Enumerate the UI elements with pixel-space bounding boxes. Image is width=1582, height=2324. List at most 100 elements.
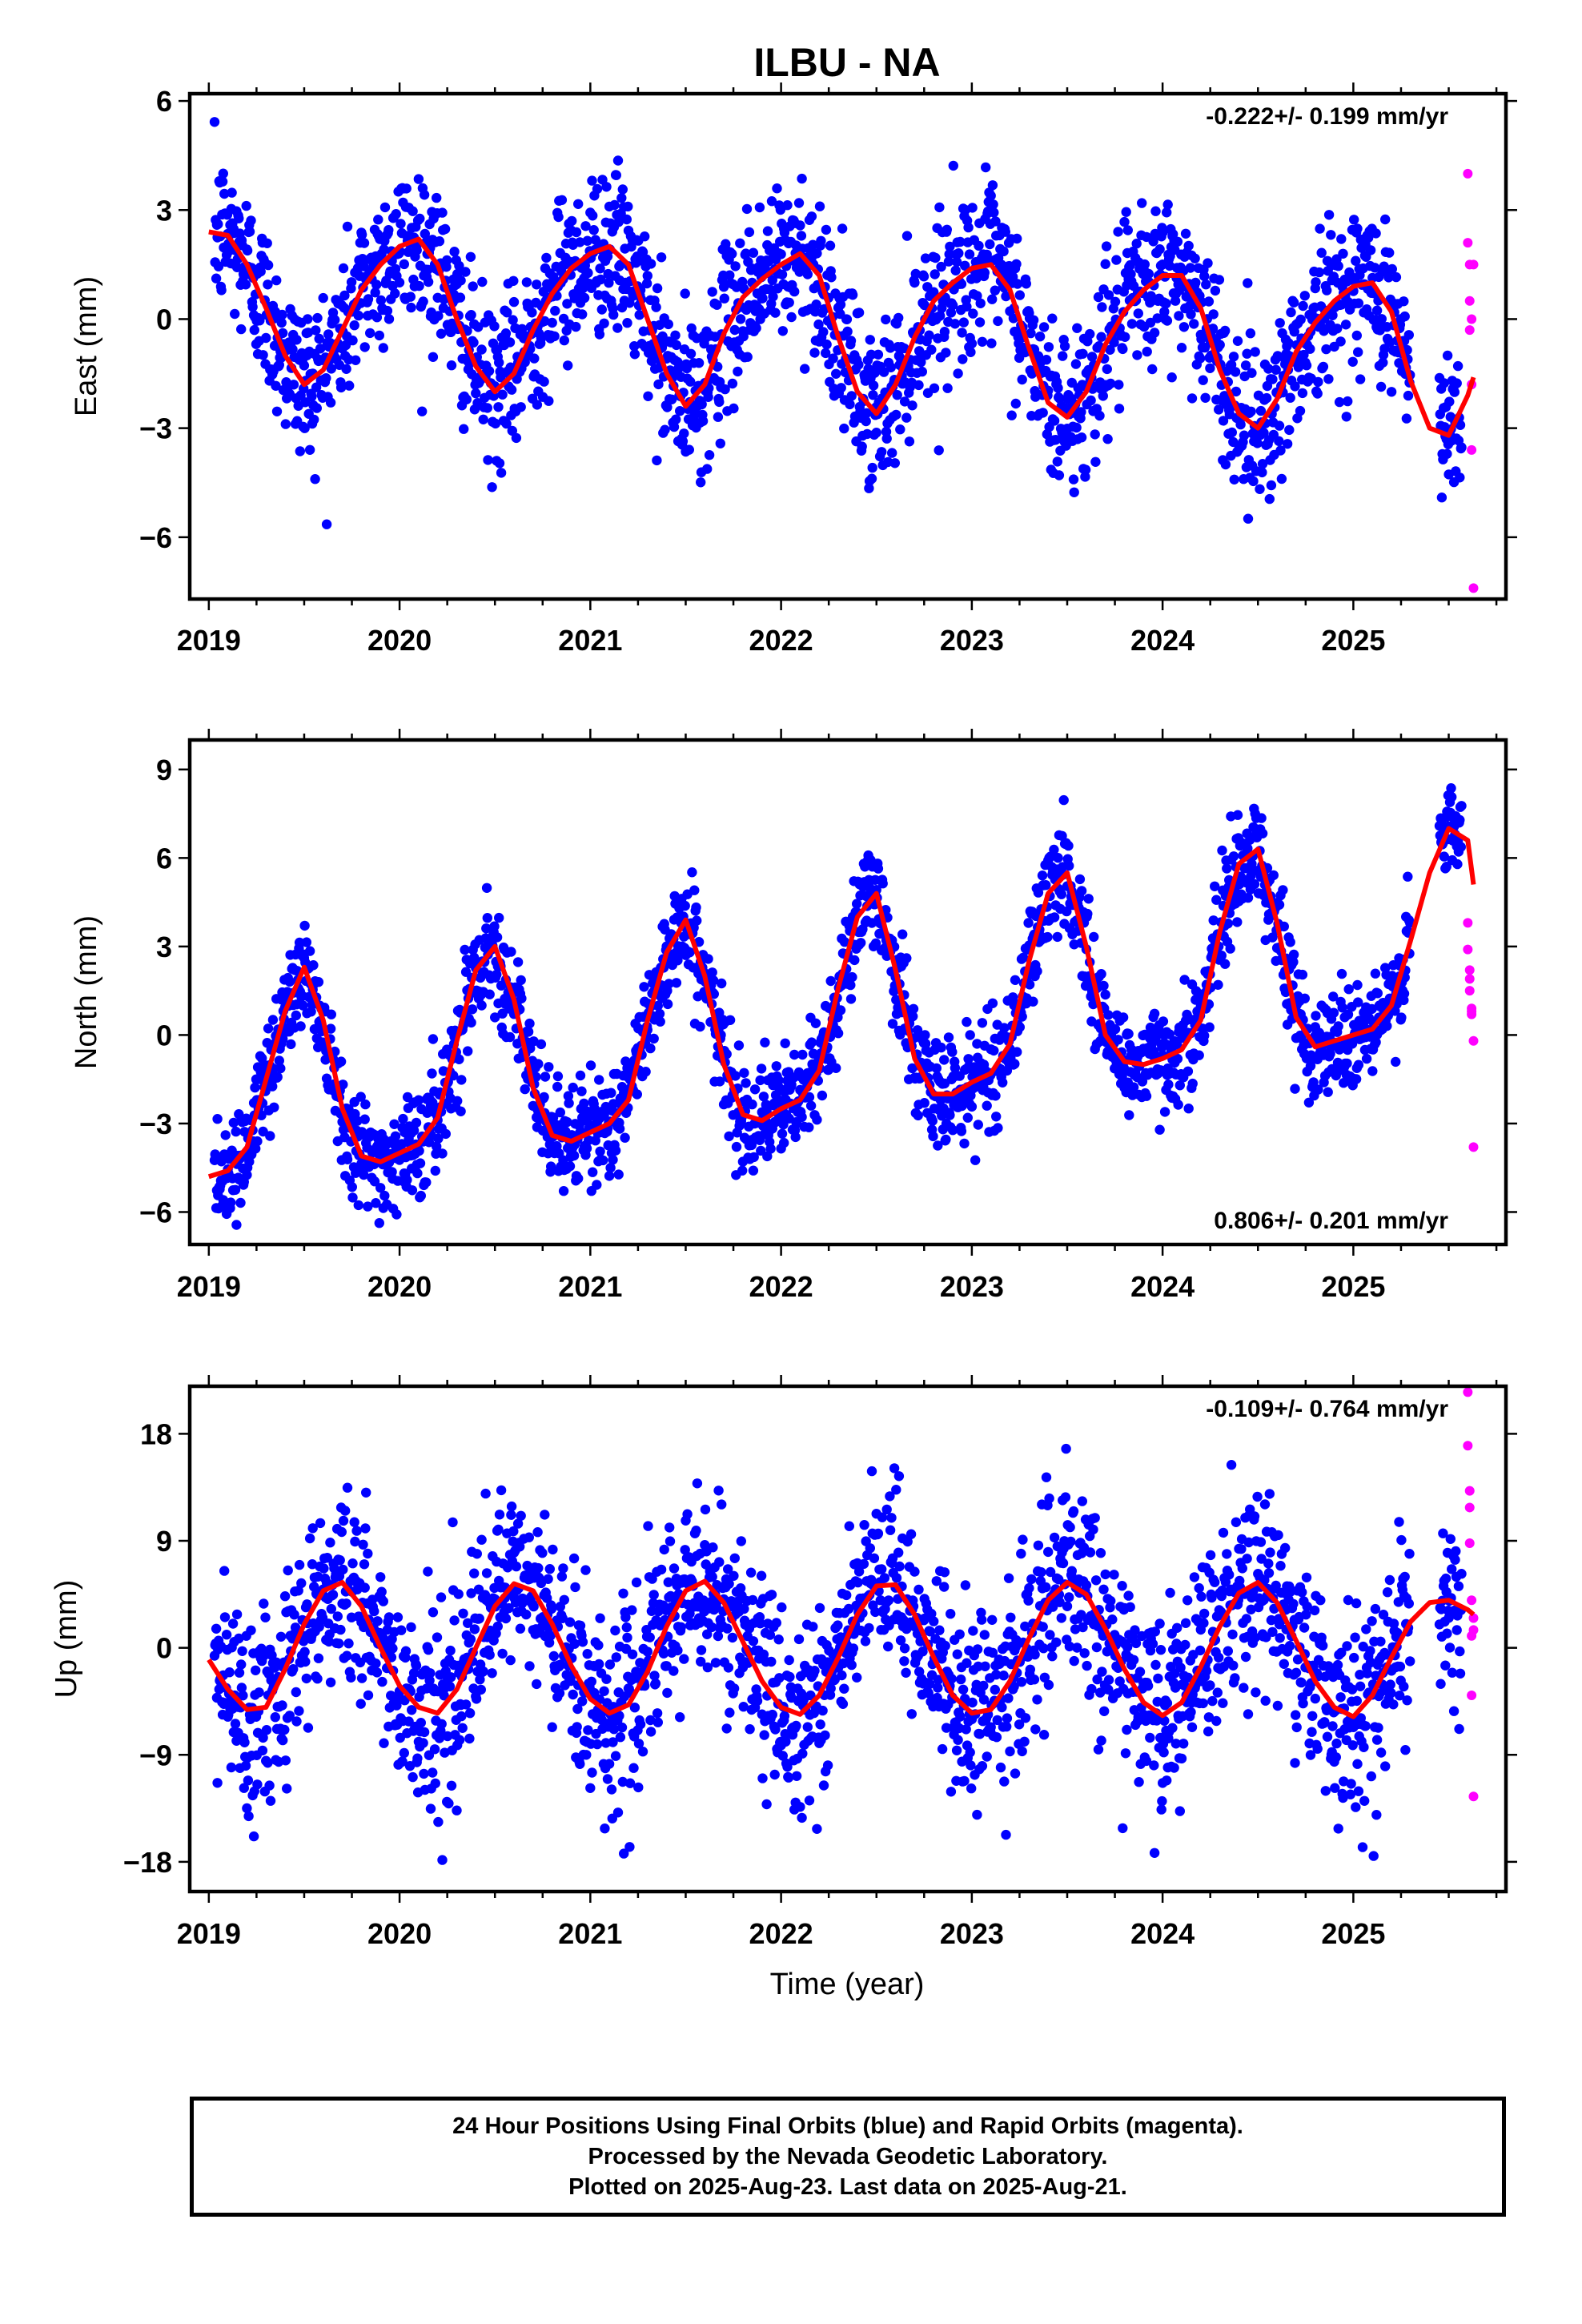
final-point — [1194, 1050, 1204, 1060]
final-point — [494, 1510, 505, 1520]
final-point — [579, 1098, 589, 1109]
final-point — [823, 1064, 834, 1076]
final-point — [512, 1518, 524, 1529]
final-point — [669, 421, 680, 432]
final-point — [737, 1165, 748, 1176]
final-point — [391, 1209, 402, 1220]
final-point — [960, 260, 970, 271]
final-point — [433, 1133, 444, 1144]
final-point — [353, 1200, 363, 1211]
final-point — [1204, 1022, 1215, 1032]
final-point — [696, 477, 706, 488]
final-point — [481, 883, 492, 894]
final-point — [1340, 320, 1351, 330]
final-point — [302, 1599, 312, 1610]
final-point — [484, 989, 495, 999]
final-point — [1455, 420, 1466, 430]
final-point — [962, 301, 972, 312]
final-point — [680, 900, 690, 911]
final-point — [359, 1114, 370, 1124]
final-point — [885, 362, 897, 372]
final-point — [901, 412, 912, 423]
final-point — [421, 1177, 432, 1188]
final-point — [234, 213, 244, 223]
final-point — [280, 1755, 291, 1766]
final-point — [428, 1034, 439, 1044]
final-point — [762, 1151, 773, 1162]
final-point — [1367, 1003, 1377, 1015]
final-point — [1139, 259, 1150, 270]
final-point — [1017, 374, 1027, 385]
final-point — [476, 1000, 487, 1011]
final-point — [262, 238, 272, 248]
final-point — [796, 231, 807, 241]
final-point — [458, 1608, 468, 1619]
final-point — [1222, 863, 1232, 874]
final-point — [1403, 390, 1414, 401]
final-point — [515, 1623, 526, 1634]
final-point — [1041, 880, 1051, 891]
final-point — [307, 392, 317, 402]
final-point — [466, 1588, 476, 1598]
final-point — [419, 1727, 430, 1738]
final-point — [909, 277, 920, 288]
final-point — [951, 256, 962, 267]
final-point — [982, 249, 992, 260]
final-point — [1011, 259, 1022, 269]
final-point — [555, 1107, 565, 1118]
final-point — [1086, 395, 1096, 406]
final-point — [963, 1054, 974, 1064]
final-point — [399, 1747, 409, 1759]
final-point — [278, 1735, 288, 1746]
final-point — [1353, 997, 1363, 1007]
final-point — [258, 1732, 268, 1743]
final-point — [267, 1015, 279, 1025]
final-point — [715, 438, 725, 448]
final-point — [1255, 484, 1265, 494]
final-point — [1023, 918, 1034, 928]
final-point — [481, 1568, 492, 1578]
final-point — [379, 1190, 390, 1201]
final-point — [1338, 248, 1348, 259]
final-point — [1343, 396, 1353, 407]
final-point — [219, 1612, 231, 1622]
y-axis-label: East (mm) — [70, 276, 103, 416]
final-point — [587, 175, 597, 186]
final-point — [724, 1131, 734, 1142]
final-point — [1006, 410, 1017, 420]
final-point — [236, 1683, 247, 1693]
final-point — [1347, 356, 1358, 367]
final-point — [552, 1081, 563, 1092]
final-point — [1120, 332, 1130, 342]
final-point — [211, 1623, 222, 1634]
final-point — [440, 223, 451, 235]
final-point — [1021, 279, 1032, 289]
final-point — [993, 316, 1003, 327]
final-point — [954, 248, 964, 259]
final-point — [248, 1831, 259, 1842]
final-point — [332, 1611, 343, 1622]
final-point — [490, 418, 501, 429]
final-point — [1042, 931, 1053, 943]
final-point — [265, 1131, 275, 1141]
final-point — [608, 309, 619, 320]
final-point — [573, 199, 584, 209]
final-point — [1321, 344, 1331, 355]
final-point — [540, 1510, 550, 1520]
final-point — [813, 319, 824, 330]
final-point — [877, 879, 888, 889]
final-point — [250, 1082, 260, 1093]
final-point — [1382, 1020, 1392, 1031]
final-point — [991, 1112, 1002, 1122]
final-point — [1174, 1080, 1186, 1091]
final-point — [1252, 438, 1263, 448]
final-point — [1288, 957, 1299, 967]
final-point — [449, 1615, 460, 1626]
final-point — [1394, 358, 1404, 368]
final-point — [469, 1624, 480, 1634]
final-point — [487, 482, 497, 493]
final-point — [235, 1197, 246, 1208]
final-point — [1223, 919, 1234, 929]
final-point — [448, 1517, 458, 1528]
final-point — [845, 336, 857, 346]
